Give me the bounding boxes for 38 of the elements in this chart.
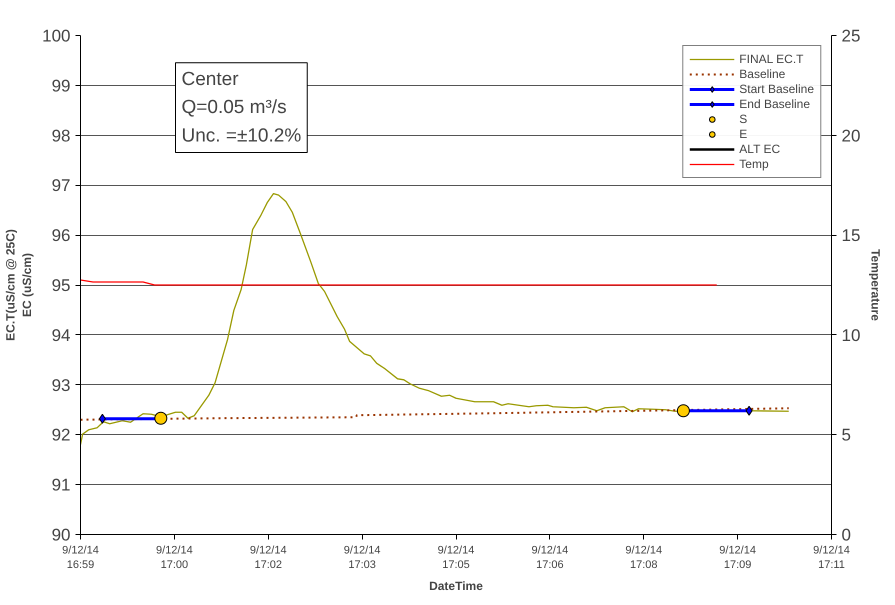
y2-tick-label: 10 [842, 326, 860, 345]
y-tick-label: 90 [52, 526, 71, 544]
y2-tick-label: 20 [842, 126, 860, 146]
x-tick-label: 9/12/14 17:08 [625, 544, 662, 571]
y2-tick-label: 15 [842, 226, 860, 246]
y-tick-label: 94 [52, 326, 71, 345]
y2-tick-label: 25 [842, 26, 860, 46]
y-tick-label: 99 [52, 76, 71, 96]
legend-label: Start Baseline [739, 82, 814, 96]
x-tick-label: 9/12/14 17:02 [250, 544, 287, 571]
x-axis-title: DateTime [429, 578, 484, 593]
y-axis-title: EC.T(uS/cm @ 25C) EC (uS/cm) [3, 229, 34, 341]
y-tick-label: 95 [52, 276, 71, 295]
legend-label: S [739, 112, 748, 126]
y-tick-label: 98 [52, 126, 71, 146]
annotation: Center Q=0.05 m³/s Unc. =±10.2% [182, 68, 302, 146]
x-tick-label: 9/12/14 17:06 [532, 544, 568, 571]
y2-tick-label: 5 [842, 426, 851, 445]
x-tick-label: 9/12/14 17:00 [156, 544, 193, 571]
y-tick-label: 100 [42, 26, 71, 46]
y2-tick-label: 0 [842, 526, 851, 544]
x-tick-label: 9/12/14 17:05 [438, 544, 474, 571]
y-tick-label: 91 [52, 476, 71, 495]
legend-label: E [739, 127, 748, 141]
x-tick-label: 9/12/14 17:03 [344, 544, 380, 571]
y2-axis-title: Temperature [868, 249, 882, 322]
y-tick-label: 93 [52, 376, 71, 395]
legend-label: Baseline [739, 67, 786, 81]
y-tick-label: 97 [52, 176, 71, 196]
legend-label: Temp [739, 157, 769, 171]
x-tick-label: 9/12/14 17:11 [813, 544, 850, 571]
legend-label: FINAL EC.T [739, 52, 804, 66]
y-tick-label: 92 [52, 426, 71, 445]
y-tick-label: 96 [52, 226, 71, 246]
legend-label: End Baseline [739, 97, 810, 111]
x-tick-label: 9/12/14 17:09 [719, 544, 756, 571]
legend-label: ALT EC [739, 142, 780, 156]
x-tick-label: 9/12/14 16:59 [62, 544, 99, 571]
